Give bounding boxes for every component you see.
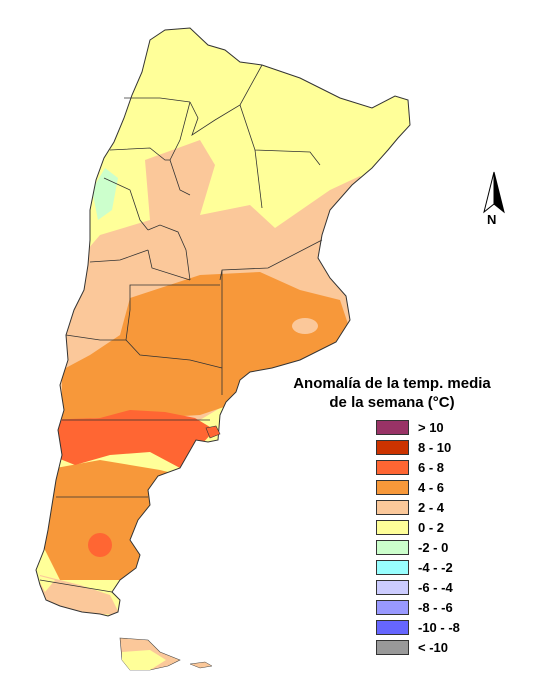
legend-title-line1: Anomalía de la temp. media xyxy=(293,375,491,392)
legend-item: -6 - -4 xyxy=(376,579,496,599)
legend-label: 4 - 6 xyxy=(418,480,445,495)
legend-swatch xyxy=(376,460,409,475)
legend-swatch xyxy=(376,500,409,515)
legend-label: -6 - -4 xyxy=(418,580,453,595)
coastal-peninsula xyxy=(205,425,221,439)
legend-item: 4 - 6 xyxy=(376,479,496,499)
legend-swatch xyxy=(376,440,409,455)
legend-title: Anomalía de la temp. media de la semana … xyxy=(292,374,492,412)
legend-swatch xyxy=(376,580,409,595)
legend-swatch xyxy=(376,620,409,635)
legend-swatch xyxy=(376,560,409,575)
legend-swatch xyxy=(376,640,409,655)
legend-title-line2: de la semana (°C) xyxy=(329,394,455,411)
legend-label: > 10 xyxy=(418,420,444,435)
legend-item: < -10 xyxy=(376,639,496,659)
legend-label: 2 - 4 xyxy=(418,500,445,515)
legend: > 10 8 - 10 6 - 8 4 - 6 2 - 4 0 - 2 -2 - 0 -4 -… xyxy=(376,419,496,659)
legend-label: < -10 xyxy=(418,640,448,655)
legend-item: 8 - 10 xyxy=(376,439,496,459)
legend-swatch xyxy=(376,480,409,495)
legend-item: 6 - 8 xyxy=(376,459,496,479)
legend-item: -8 - -6 xyxy=(376,599,496,619)
legend-label: -2 - 0 xyxy=(418,540,449,555)
legend-label: 6 - 8 xyxy=(418,460,445,475)
legend-swatch xyxy=(376,600,409,615)
north-label: N xyxy=(487,212,497,227)
province-boundaries xyxy=(35,27,411,617)
legend-item: -2 - 0 xyxy=(376,539,496,559)
legend-label: -4 - -2 xyxy=(418,560,453,575)
legend-swatch xyxy=(376,540,409,555)
legend-label: 8 - 10 xyxy=(418,440,452,455)
legend-swatch xyxy=(376,520,409,535)
legend-label: -10 - -8 xyxy=(418,620,460,635)
legend-item: -4 - -2 xyxy=(376,559,496,579)
legend-swatch xyxy=(376,420,409,435)
legend-label: 0 - 2 xyxy=(418,520,445,535)
legend-item: > 10 xyxy=(376,419,496,439)
north-arrow-icon xyxy=(483,171,505,214)
legend-item: 0 - 2 xyxy=(376,519,496,539)
legend-item: 2 - 4 xyxy=(376,499,496,519)
legend-label: -8 - -6 xyxy=(418,600,453,615)
legend-item: -10 - -8 xyxy=(376,619,496,639)
